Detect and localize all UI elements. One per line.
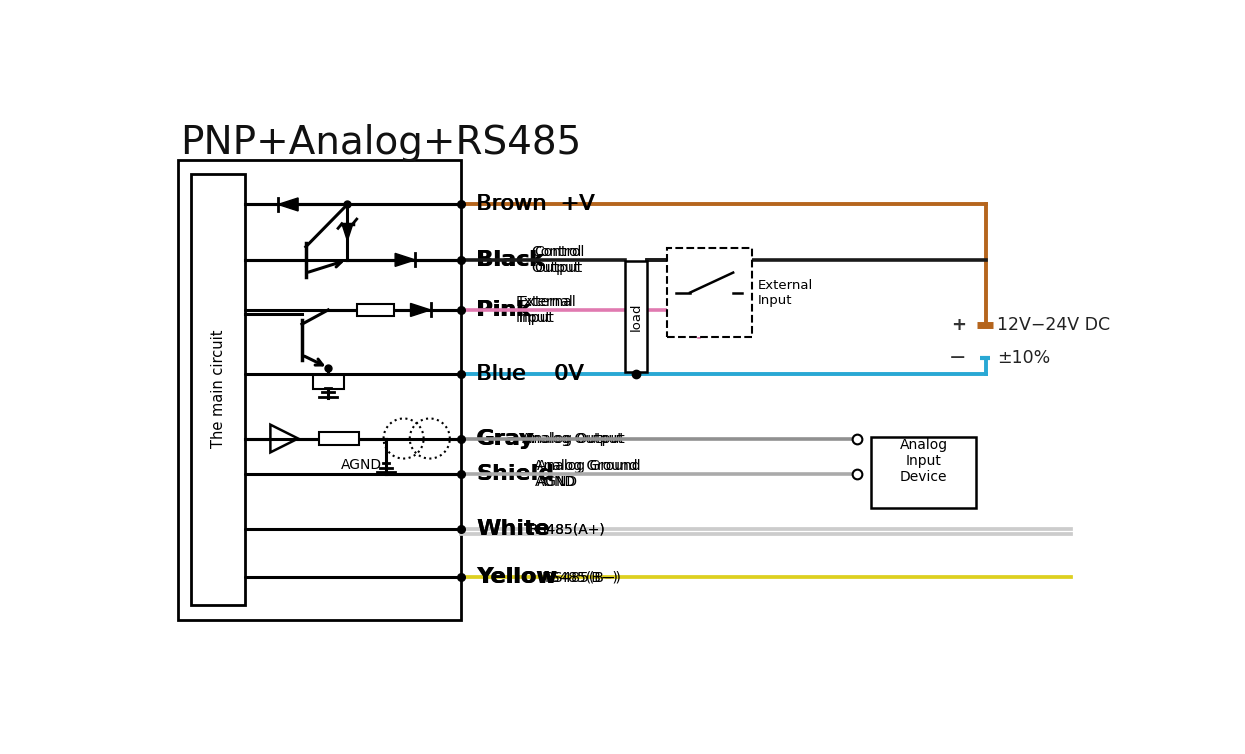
Text: Brown  +V: Brown +V — [477, 195, 595, 214]
Text: load: load — [630, 302, 642, 331]
Text: PNP+Analog+RS485: PNP+Analog+RS485 — [181, 124, 581, 162]
Text: RS485(A+): RS485(A+) — [529, 523, 606, 536]
Bar — [312, 375, 344, 389]
Text: Yellow: Yellow — [476, 567, 557, 587]
Text: White: White — [476, 520, 550, 539]
Polygon shape — [342, 224, 352, 241]
Text: External
Input: External Input — [519, 295, 576, 325]
Text: −: − — [949, 348, 966, 369]
Text: Blue    0V: Blue 0V — [476, 364, 583, 384]
Text: 12V−24V DC: 12V−24V DC — [997, 317, 1111, 334]
Text: Analog Ground
AGND: Analog Ground AGND — [534, 459, 639, 489]
Text: Control
Output: Control Output — [534, 245, 585, 275]
Bar — [357, 304, 395, 316]
Text: White: White — [477, 520, 550, 539]
Text: Analog Output: Analog Output — [522, 431, 622, 446]
Text: External
Input: External Input — [758, 279, 813, 307]
Text: Brown  +V: Brown +V — [476, 195, 594, 214]
Text: External
Input: External Input — [515, 295, 574, 325]
Bar — [319, 432, 359, 445]
Text: Yellow: Yellow — [477, 567, 557, 587]
Text: Analog Ground
AGND: Analog Ground AGND — [537, 459, 640, 489]
Text: Control
Output: Control Output — [532, 245, 581, 275]
Text: AGND: AGND — [341, 458, 382, 472]
Text: Black: Black — [477, 250, 544, 270]
Polygon shape — [278, 198, 298, 211]
Bar — [667, 248, 752, 337]
Text: RS485(A+): RS485(A+) — [528, 523, 605, 536]
Polygon shape — [411, 303, 431, 317]
Text: ±10%: ±10% — [997, 349, 1051, 367]
Text: Analog
Input
Device: Analog Input Device — [900, 437, 947, 484]
Text: Analog Output: Analog Output — [524, 431, 625, 446]
Text: +: + — [951, 317, 966, 334]
Polygon shape — [395, 253, 415, 266]
Text: Gray: Gray — [477, 428, 535, 449]
Text: The main circuit: The main circuit — [210, 330, 225, 449]
Bar — [178, 160, 461, 621]
Bar — [190, 173, 245, 605]
Text: Pink: Pink — [476, 300, 530, 320]
Text: Gray: Gray — [476, 428, 534, 449]
Text: Shield: Shield — [476, 464, 554, 484]
Text: Pink: Pink — [477, 300, 532, 320]
Bar — [872, 437, 976, 508]
Text: Black: Black — [476, 250, 544, 270]
Bar — [625, 262, 647, 372]
Text: RS485(B−): RS485(B−) — [542, 570, 619, 584]
Text: Blue    0V: Blue 0V — [477, 364, 584, 384]
Text: RS485(B−): RS485(B−) — [544, 570, 621, 584]
Text: Shield: Shield — [477, 464, 555, 484]
